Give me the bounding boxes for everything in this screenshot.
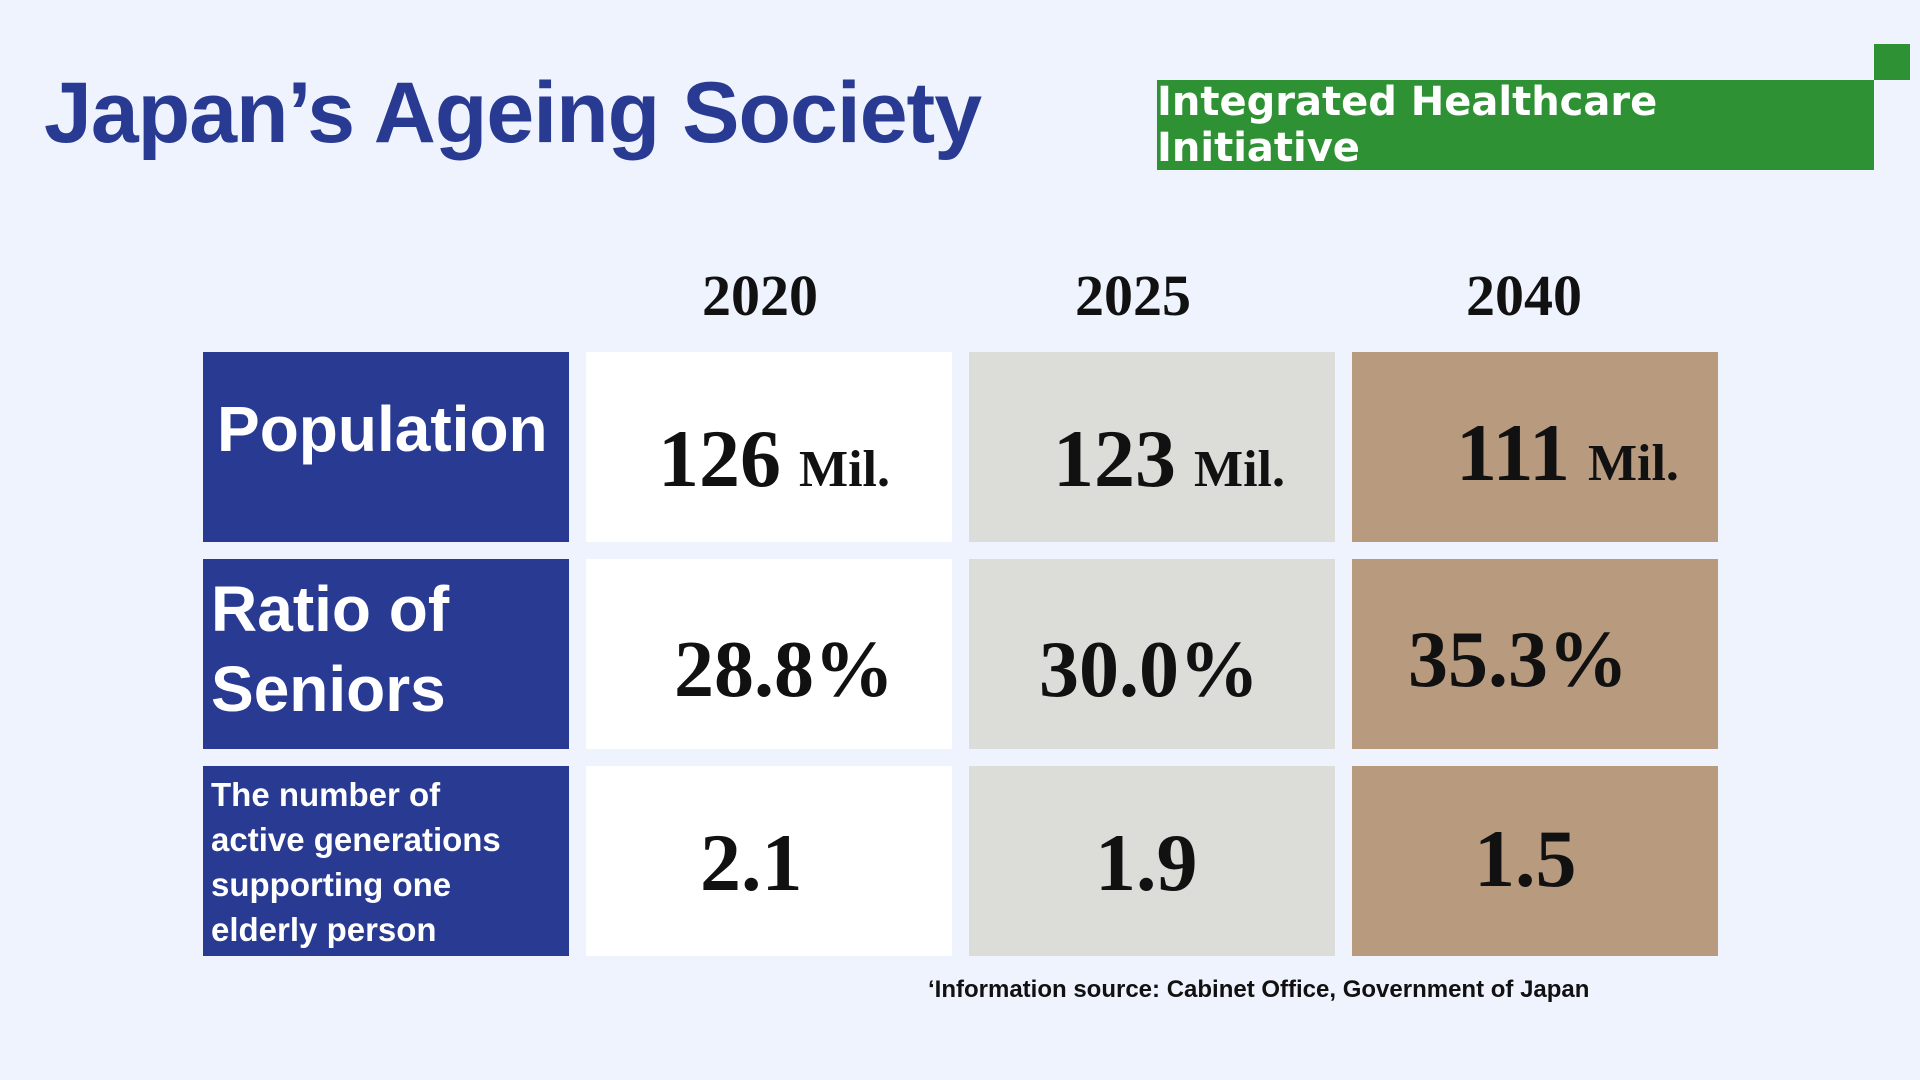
- row-label-population-text: Population: [217, 393, 548, 465]
- cell-population-2020: 126 Mil.: [586, 352, 952, 542]
- population-2040-value: 111 Mil.: [1456, 406, 1679, 500]
- population-2020-value: 126 Mil.: [658, 412, 890, 506]
- support-label-line2: active generations: [211, 821, 501, 858]
- cell-population-2025: 123 Mil.: [969, 352, 1335, 542]
- cell-ratio-2020: 28.8%: [586, 559, 952, 749]
- row-label-ratio-of-seniors: Ratio of Seniors: [203, 559, 569, 749]
- year-header-2020: 2020: [702, 263, 818, 328]
- population-2040-number: 111: [1456, 407, 1570, 498]
- support-label-line3: supporting one: [211, 866, 452, 903]
- support-2040-value: 1.5: [1474, 813, 1577, 904]
- cell-ratio-2040: 35.3%: [1352, 559, 1718, 749]
- population-2025-number: 123: [1053, 413, 1176, 504]
- cell-population-2040: 111 Mil.: [1352, 352, 1718, 542]
- row-label-support-ratio: The number of active generations support…: [203, 766, 569, 956]
- population-2025-value: 123 Mil.: [1053, 412, 1285, 506]
- population-2025-unit: Mil.: [1194, 441, 1285, 498]
- population-2040-unit: Mil.: [1587, 435, 1679, 492]
- initiative-badge: Integrated Healthcare Initiative: [1157, 79, 1874, 171]
- ratio-2040-value: 35.3%: [1408, 616, 1628, 704]
- cell-support-2025: 1.9: [969, 766, 1335, 956]
- support-2020-value: 2.1: [700, 817, 803, 908]
- ratio-2020-value: 28.8%: [674, 626, 894, 714]
- population-2020-number: 126: [658, 413, 781, 504]
- initiative-badge-label: Integrated Healthcare Initiative: [1157, 79, 1658, 171]
- support-2025-value: 1.9: [1095, 817, 1198, 908]
- badge-corner-square: [1874, 44, 1910, 80]
- population-2020-unit: Mil.: [799, 441, 890, 498]
- information-source: ‘Information source: Cabinet Office, Gov…: [928, 976, 1590, 1003]
- ratio-label-line2: Seniors: [211, 653, 446, 725]
- cell-ratio-2025: 30.0%: [969, 559, 1335, 749]
- cell-support-2020: 2.1: [586, 766, 952, 956]
- support-label-line1: The number of: [211, 776, 441, 813]
- ratio-label-line1: Ratio of: [211, 573, 450, 645]
- row-label-population: Population: [203, 352, 569, 542]
- year-header-2040: 2040: [1466, 263, 1582, 328]
- cell-support-2040: 1.5: [1352, 766, 1718, 956]
- year-header-2025: 2025: [1075, 263, 1191, 328]
- ratio-2025-value: 30.0%: [1039, 626, 1259, 714]
- page-title: Japan’s Ageing Society: [44, 65, 982, 161]
- support-label-line4: elderly person: [211, 911, 437, 948]
